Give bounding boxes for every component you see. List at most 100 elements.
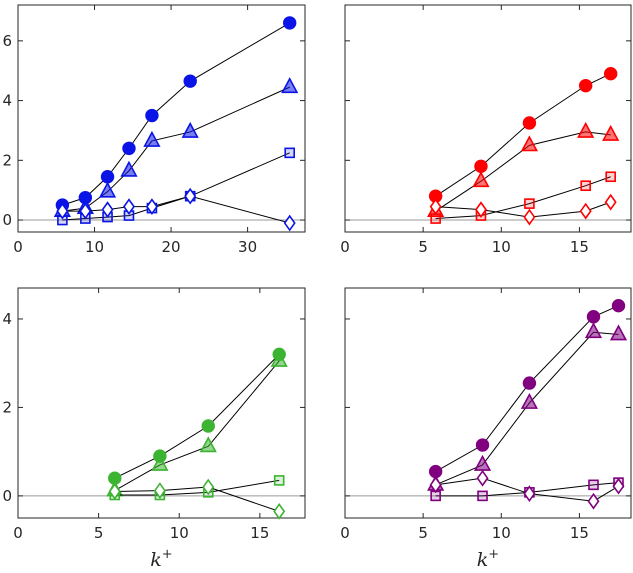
diamond-marker	[108, 483, 121, 500]
panel-top-right: 0 5 10 15	[340, 4, 632, 256]
triangle-marker	[584, 322, 603, 339]
circle-marker	[183, 74, 197, 88]
x-axis-label: k+	[477, 547, 499, 571]
circle-marker	[475, 438, 490, 452]
diamond-marker	[429, 476, 442, 494]
x-tick-label: 5	[94, 524, 104, 542]
square-marker	[580, 180, 591, 192]
triangle-marker	[199, 436, 217, 453]
triangle-marker	[602, 124, 620, 141]
series-line-circle	[62, 22, 290, 206]
x-tick-label: 10	[85, 238, 104, 256]
circle-marker	[578, 78, 593, 93]
series-line-square	[114, 479, 280, 496]
series-line-triangle	[435, 131, 611, 212]
circle-marker	[611, 298, 626, 313]
diamond-marker	[604, 193, 617, 211]
circle-marker	[122, 141, 136, 156]
panel-bottom-right: 0 5 10 15 k+	[340, 287, 632, 571]
axes-frame	[17, 4, 306, 233]
square-marker	[524, 198, 535, 209]
x-tick-label: 10	[170, 524, 189, 542]
y-tick-label: 2	[2, 151, 12, 169]
circle-marker	[282, 16, 297, 30]
series-triangle	[427, 322, 628, 491]
circle-marker	[474, 159, 488, 173]
triangle-marker	[609, 324, 628, 341]
y-tick-label: 0	[2, 211, 12, 229]
triangle-marker	[520, 135, 539, 152]
x-tick-label: 10	[492, 524, 511, 542]
triangle-marker	[472, 171, 490, 188]
series-circle	[108, 347, 286, 485]
triangle-marker	[98, 181, 117, 198]
panel-top-left: 0 10 20 30 0 2 4 6	[2, 4, 306, 256]
x-axis-label-base: k	[150, 549, 162, 571]
diamond-marker	[79, 202, 92, 220]
diamond-marker	[474, 201, 487, 218]
triangle-marker	[281, 77, 299, 94]
y-tick-label: 6	[2, 32, 12, 50]
axes-frame	[344, 4, 632, 233]
diamond-marker	[153, 482, 166, 499]
axes-frame	[17, 287, 306, 519]
axes-frame	[344, 287, 632, 519]
triangle-marker	[270, 350, 288, 367]
series-triangle	[106, 350, 288, 497]
diamond-marker	[579, 202, 592, 220]
diamond-marker	[202, 478, 215, 496]
x-tick-label: 0	[13, 238, 23, 256]
x-tick-label: 10	[492, 238, 511, 256]
x-tick-label: 5	[418, 524, 428, 542]
triangle-marker	[181, 121, 199, 138]
series-circle	[428, 298, 626, 479]
triangle-marker	[577, 121, 595, 138]
triangle-marker	[151, 454, 169, 471]
circle-marker	[603, 66, 618, 81]
series-line-square	[435, 176, 611, 220]
x-tick-label: 15	[250, 524, 269, 542]
square-marker	[588, 479, 599, 491]
x-tick-label: 0	[13, 524, 23, 542]
series-diamond	[429, 193, 617, 226]
diamond-marker	[56, 202, 69, 220]
x-tick-label: 0	[340, 238, 350, 256]
diamond-marker	[273, 502, 286, 520]
series-circle	[428, 66, 618, 203]
y-tick-label: 0	[2, 487, 12, 505]
series-diamond	[429, 469, 625, 510]
square-marker	[605, 171, 616, 183]
square-marker	[273, 475, 285, 486]
triangle-marker	[143, 130, 161, 147]
series-triangle	[427, 121, 620, 218]
x-axis-label: k+	[150, 547, 172, 571]
circle-marker	[522, 116, 537, 130]
series-diamond	[108, 478, 286, 520]
x-tick-label: 15	[570, 238, 589, 256]
circle-marker	[522, 376, 537, 390]
circle-marker	[201, 419, 215, 433]
series-line-triangle	[114, 360, 280, 492]
panel-bottom-left: 0 5 10 15 0 2 4 k+	[2, 287, 306, 571]
diamond-marker	[587, 492, 600, 510]
square-marker	[477, 490, 488, 502]
y-tick-label: 4	[2, 310, 12, 328]
diamond-marker	[476, 469, 489, 487]
x-axis-label-base: k	[477, 549, 489, 571]
series-line-circle	[114, 353, 280, 479]
x-tick-label: 0	[340, 524, 350, 542]
diamond-marker	[429, 198, 442, 215]
circle-marker	[145, 108, 159, 123]
diamond-marker	[101, 201, 114, 218]
triangle-marker	[520, 392, 539, 409]
diamond-marker	[145, 198, 158, 215]
square-marker	[430, 213, 441, 224]
x-tick-label: 30	[238, 238, 257, 256]
x-axis-label-superscript: +	[488, 547, 499, 562]
x-tick-label: 15	[570, 524, 589, 542]
diamond-marker	[523, 485, 536, 503]
series-circle	[55, 16, 297, 212]
diamond-marker	[184, 187, 197, 205]
diamond-marker	[122, 198, 135, 215]
